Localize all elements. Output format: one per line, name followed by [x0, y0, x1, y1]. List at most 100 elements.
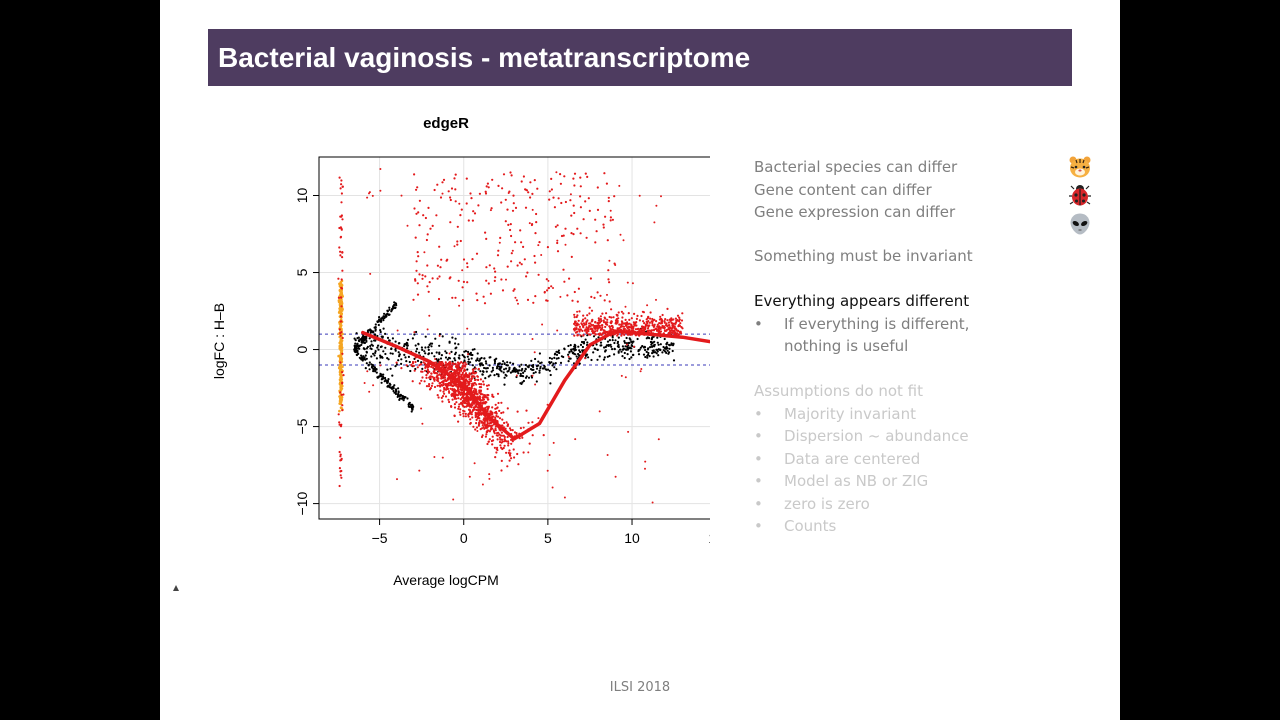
data-point — [340, 374, 343, 377]
data-point — [450, 350, 453, 353]
data-point — [458, 369, 461, 372]
data-point — [340, 458, 343, 462]
data-point — [338, 382, 342, 386]
data-point — [535, 380, 538, 383]
data-point — [551, 364, 554, 367]
data-point — [340, 305, 343, 308]
data-point — [540, 361, 543, 364]
data-point — [463, 410, 466, 413]
data-point — [609, 327, 612, 330]
data-point — [556, 329, 559, 332]
data-point — [473, 462, 476, 465]
data-point — [470, 197, 473, 200]
data-point — [388, 339, 391, 342]
data-point — [433, 369, 436, 372]
data-point — [552, 287, 554, 289]
data-point — [605, 312, 608, 315]
data-point — [379, 375, 382, 378]
data-point — [493, 360, 497, 363]
data-point — [548, 198, 551, 201]
data-point — [522, 175, 525, 178]
data-point — [617, 317, 620, 320]
data-point — [410, 410, 413, 413]
data-point — [630, 323, 633, 326]
data-point — [619, 348, 622, 351]
data-point — [570, 232, 573, 235]
data-point — [407, 405, 410, 408]
data-point — [438, 334, 441, 337]
data-point — [560, 201, 563, 205]
data-point — [509, 454, 512, 457]
data-point — [339, 250, 342, 253]
data-point — [486, 182, 489, 185]
data-point — [657, 354, 660, 357]
data-point — [585, 321, 588, 325]
data-point — [341, 365, 344, 369]
data-point — [448, 352, 451, 355]
data-point — [417, 255, 420, 258]
data-point — [647, 353, 650, 356]
data-point — [491, 366, 494, 369]
data-point — [644, 460, 647, 463]
data-point — [513, 431, 517, 434]
data-point — [458, 403, 461, 406]
data-point — [602, 358, 606, 361]
data-point — [430, 372, 433, 375]
data-point — [433, 456, 436, 458]
data-point — [663, 329, 666, 332]
data-point — [498, 409, 501, 412]
data-point — [414, 367, 417, 371]
data-point — [358, 356, 361, 359]
data-point — [594, 330, 597, 333]
data-point — [514, 368, 517, 371]
data-point — [567, 344, 570, 348]
data-point — [513, 288, 516, 291]
data-point — [355, 348, 358, 351]
data-point — [655, 320, 658, 323]
data-point — [647, 315, 650, 318]
data-point — [410, 403, 414, 406]
data-point — [531, 434, 534, 437]
data-point — [450, 367, 453, 370]
data-point — [486, 387, 489, 391]
data-point — [435, 372, 439, 375]
data-point — [497, 431, 500, 434]
data-point — [611, 336, 614, 339]
data-point — [502, 371, 505, 374]
data-point — [487, 440, 490, 443]
data-point — [340, 331, 343, 334]
data-point — [593, 327, 596, 330]
data-point — [494, 416, 497, 419]
data-point — [528, 364, 531, 367]
data-point — [524, 206, 528, 209]
data-point — [464, 350, 467, 353]
data-point — [339, 474, 342, 477]
data-point — [415, 188, 418, 191]
data-point — [366, 196, 369, 199]
data-point — [598, 410, 601, 413]
data-point — [458, 357, 461, 360]
data-point — [453, 357, 456, 360]
data-point — [449, 363, 452, 366]
data-point — [463, 356, 466, 359]
data-point — [576, 310, 579, 313]
data-point — [652, 329, 655, 332]
data-point — [443, 392, 446, 395]
data-point — [674, 322, 677, 325]
data-point — [413, 333, 416, 336]
data-point — [503, 444, 506, 447]
data-point — [564, 200, 567, 204]
data-point — [598, 324, 601, 327]
data-point — [393, 384, 396, 387]
data-point — [501, 363, 504, 366]
data-point — [537, 364, 540, 367]
data-point — [459, 413, 462, 416]
data-point — [448, 277, 451, 280]
data-point — [357, 352, 360, 355]
data-point — [675, 328, 678, 331]
data-point — [436, 375, 439, 378]
data-point — [481, 373, 484, 376]
data-point — [596, 186, 599, 189]
data-point — [668, 344, 671, 347]
data-point — [576, 300, 579, 303]
